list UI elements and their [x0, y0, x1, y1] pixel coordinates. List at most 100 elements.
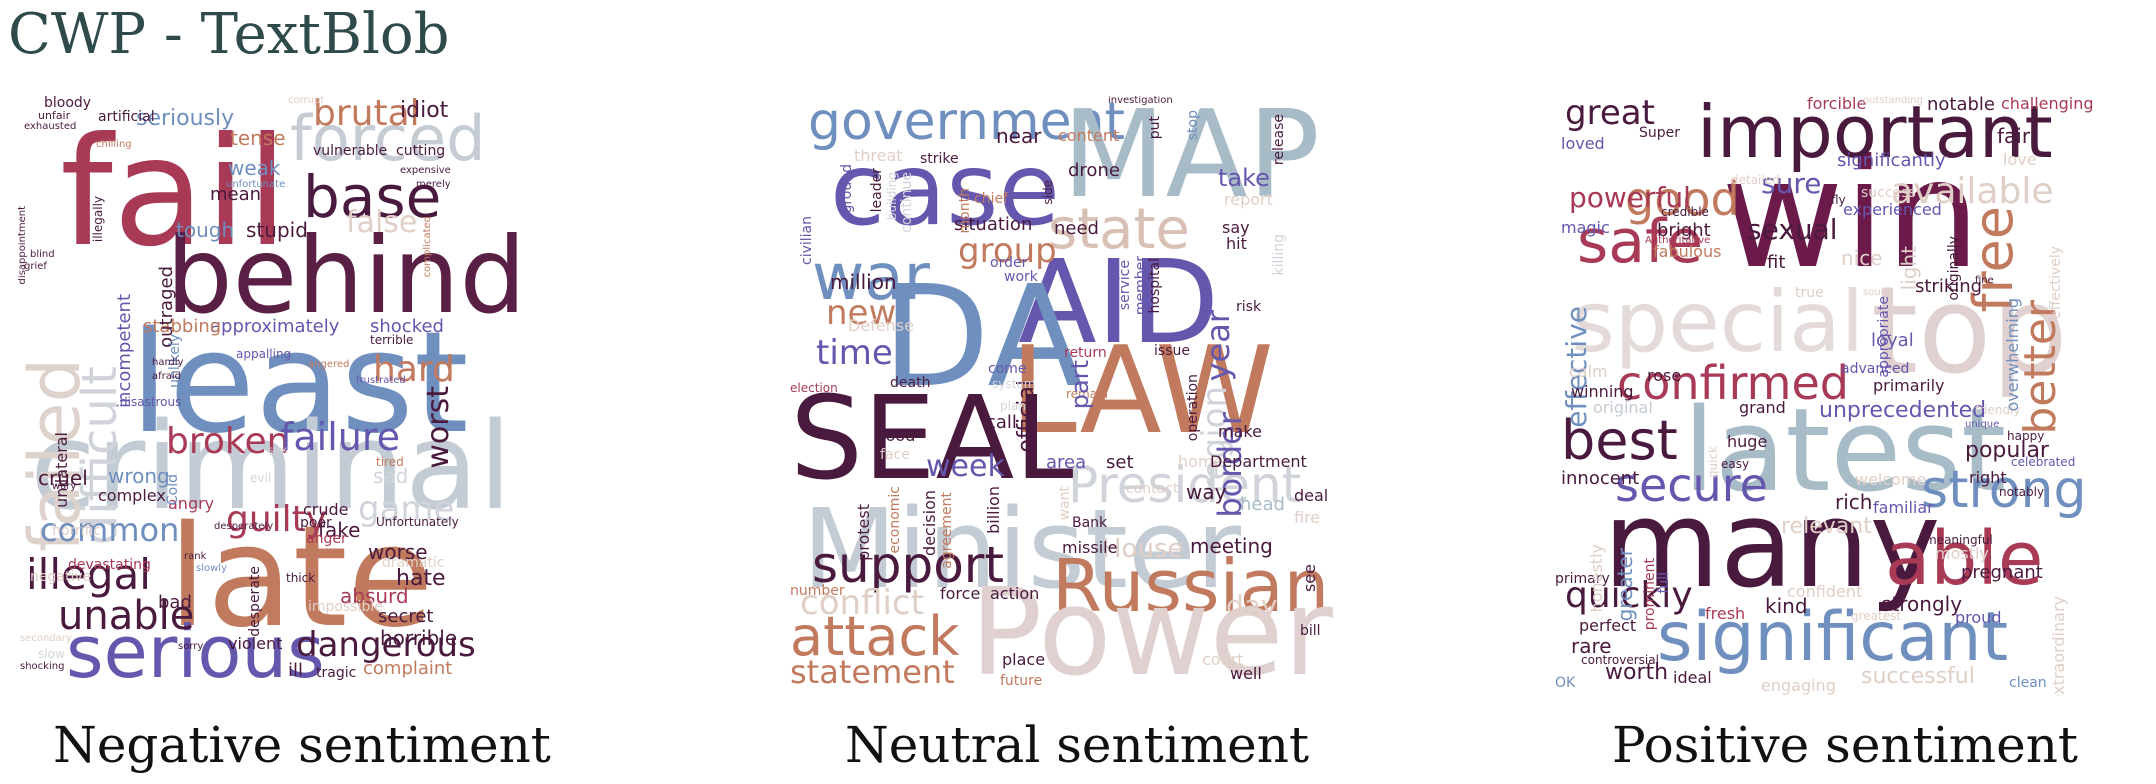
cloud-word: part [1066, 360, 1094, 410]
cloud-word: illegally [91, 196, 105, 243]
cloud-word: primary [1555, 571, 1610, 587]
cloud-word: Unfortunately [376, 515, 459, 529]
cloud-word: horrible [380, 626, 458, 650]
cloud-word: state [1048, 197, 1190, 262]
cloud-word: head [1240, 494, 1285, 515]
cloud-word: forced [290, 102, 486, 175]
cloud-word: seriously [136, 106, 235, 131]
cloud-word: love [2003, 150, 2037, 169]
cloud-word: innocent [1561, 468, 1640, 489]
cloud-word: issue [1154, 343, 1190, 359]
positive-word-cloud: win important great top special safe good lates… [1555, 96, 2155, 696]
cloud-word: illegal [26, 550, 151, 599]
cloud-word: threat [854, 146, 903, 165]
cloud-word: call [986, 412, 1017, 433]
cloud-word: behind [166, 215, 527, 337]
cloud-word: impossible [308, 599, 383, 615]
cloud-word: disastrous [120, 395, 182, 409]
cloud-word: place [1002, 650, 1046, 669]
cloud-word: group [958, 231, 1057, 271]
cloud-word: secure [1615, 458, 1768, 512]
cloud-word: grief [24, 261, 47, 272]
cloud-word: mean [210, 184, 262, 205]
negative-caption: Negative sentiment [53, 716, 551, 774]
cloud-word: government [808, 96, 1126, 152]
cloud-word: slow [38, 647, 65, 661]
cloud-word: sorry [178, 641, 204, 652]
cloud-word: clean [2009, 675, 2047, 691]
cloud-word: primarily [1873, 376, 1945, 395]
cloud-word: leader [869, 168, 885, 213]
cloud-word: desperate [247, 566, 263, 637]
cloud-word: engaging [1761, 676, 1836, 695]
cloud-word: confident [1787, 582, 1863, 601]
cloud-word: strike [920, 151, 959, 167]
cloud-word: Defense [848, 316, 914, 335]
cloud-word: fabulous [1653, 242, 1722, 261]
cloud-word: wary [52, 481, 77, 492]
cloud-word: pregnant [1961, 562, 2043, 583]
cloud-word: wrong [108, 464, 170, 488]
cloud-word: striking [1915, 276, 1983, 297]
cloud-word: idiot [400, 98, 449, 123]
cloud-word: contact [1126, 481, 1179, 497]
cloud-word: ground [839, 164, 855, 214]
cloud-word: greater [1613, 548, 1637, 622]
cloud-word: mostly [1935, 544, 1989, 563]
cloud-word: appropriate [1876, 296, 1892, 378]
cloud-word: true [1795, 285, 1824, 301]
cloud-word: evil [250, 471, 272, 485]
cloud-word: side [1041, 180, 1055, 205]
cloud-word: top [1871, 262, 2068, 401]
cloud-word: anger [306, 531, 347, 547]
cloud-word: new [826, 293, 897, 333]
cloud-word: unfair [38, 109, 71, 122]
cloud-word: worse [368, 540, 428, 564]
cloud-word: base [303, 163, 442, 231]
cloud-word: election [790, 381, 838, 395]
cloud-word: worst [421, 386, 456, 469]
cloud-word: game [358, 489, 455, 529]
cloud-word: LAW [1010, 322, 1274, 461]
cloud-word: number [790, 583, 845, 599]
cloud-word: order [990, 255, 1028, 271]
cloud-word: easy [1721, 457, 1750, 471]
cloud-word: agreement [939, 492, 955, 569]
cloud-word: sad [373, 464, 409, 488]
cloud-word: Power [970, 564, 1333, 696]
cloud-word: area [1046, 452, 1087, 473]
cloud-word: dangerous [296, 625, 476, 665]
cloud-word: unilateral [52, 432, 71, 508]
cloud-word: grand [1739, 398, 1786, 417]
cloud-word: meaningful [1925, 533, 1993, 547]
cloud-word: unique [1965, 419, 2000, 430]
cloud-word: return [1064, 345, 1107, 361]
cloud-word: safe [1577, 207, 1704, 277]
cloud-word: continue [899, 172, 915, 233]
cloud-word: credible [1661, 205, 1709, 219]
cloud-word: greatest [1851, 609, 1902, 623]
cloud-word: friendly [1975, 403, 2021, 417]
cloud-word: tired [376, 455, 404, 469]
cloud-word: terrible [370, 333, 414, 347]
cloud-word: million [830, 270, 897, 294]
cloud-word: see [1300, 564, 1319, 593]
cloud-word: quick [1706, 446, 1720, 479]
cloud-word: action [990, 584, 1040, 603]
cloud-word: strongly [1881, 592, 1963, 616]
cloud-word: attack [790, 605, 960, 668]
cloud-word: strong [1921, 460, 2087, 520]
cloud-word: frustrated [356, 375, 406, 386]
cloud-word: desperately [214, 521, 274, 532]
cloud-word: work [1004, 269, 1038, 285]
cloud-word: outstanding [1863, 96, 1923, 106]
cloud-word: time [816, 333, 893, 373]
cloud-word: complaint [363, 658, 453, 679]
cloud-word: common [40, 511, 180, 549]
cloud-word: blind [30, 249, 55, 260]
cloud-word: winning [1571, 382, 1634, 401]
cloud-word: home [1178, 452, 1224, 471]
cloud-word: cruel [38, 466, 88, 490]
cloud-word: statement [790, 653, 955, 691]
cloud-word: future [1000, 673, 1043, 689]
